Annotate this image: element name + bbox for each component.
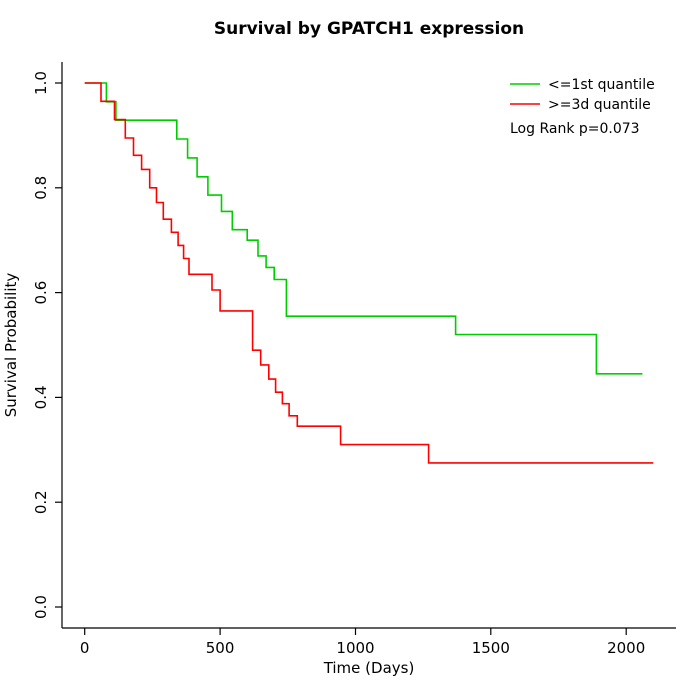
legend-label-low-quantile: <=1st quantile: [548, 77, 655, 93]
x-tick-label: 1000: [336, 639, 374, 657]
survival-curve-1: [84, 82, 654, 464]
y-tick-label: 0.4: [32, 385, 50, 409]
y-tick-label: 1.0: [32, 71, 50, 95]
y-tick-label: 0.8: [32, 176, 50, 200]
survival-curve-0: [84, 82, 643, 375]
chart-title: Survival by GPATCH1 expression: [214, 19, 524, 39]
legend-label-high-quantile: >=3d quantile: [548, 97, 651, 113]
legend: <=1st quantile >=3d quantile Log Rank p=…: [510, 77, 655, 137]
y-axis-label: Survival Probability: [2, 273, 20, 418]
y-tick-label: 0.0: [32, 595, 50, 619]
x-axis-label: Time (Days): [323, 659, 415, 677]
x-tick-label: 2000: [607, 639, 645, 657]
y-tick-label: 0.2: [32, 490, 50, 514]
x-tick-label: 0: [80, 639, 90, 657]
axes: 0 500 1000 1500 2000 0.0 0.2 0.4 0.6 0.8 1.0: [32, 62, 676, 657]
x-tick-label: 500: [206, 639, 235, 657]
x-tick-label: 1500: [472, 639, 510, 657]
survival-curves: [84, 82, 654, 464]
y-tick-label: 0.6: [32, 281, 50, 305]
log-rank-pvalue: Log Rank p=0.073: [510, 121, 640, 137]
